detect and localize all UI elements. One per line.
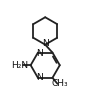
- Text: CH₃: CH₃: [52, 79, 68, 88]
- Text: N: N: [36, 73, 43, 82]
- Text: N: N: [36, 49, 43, 58]
- Text: N: N: [42, 39, 49, 48]
- Text: H₂N: H₂N: [11, 61, 28, 70]
